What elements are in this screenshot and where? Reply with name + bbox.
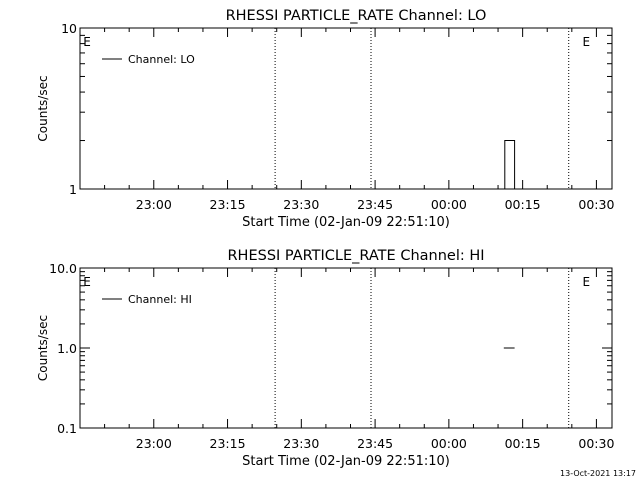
y-tick-label: 1.0 [57, 341, 77, 356]
x-axis-label: Start Time (02-Jan-09 22:51:10) [242, 454, 450, 469]
legend-label: Channel: LO [128, 53, 195, 66]
plot-frame [79, 267, 613, 429]
x-axis-label: Start Time (02-Jan-09 22:51:10) [242, 215, 450, 230]
x-tick-label: 00:30 [578, 436, 614, 451]
x-tick-label: 23:15 [210, 436, 246, 451]
y-tick-label: 10 [61, 21, 77, 36]
x-tick-label: 00:00 [431, 436, 467, 451]
legend-label: Channel: HI [128, 293, 192, 306]
x-tick-label: 23:00 [136, 436, 172, 451]
x-tick-label: 00:15 [505, 436, 541, 451]
x-tick-label: 23:30 [283, 197, 319, 212]
eclipse-marker-label: E [582, 275, 590, 289]
x-tick-label: 23:45 [357, 197, 393, 212]
x-tick-label: 00:30 [578, 197, 614, 212]
chart-title: RHESSI PARTICLE_RATE Channel: HI [227, 248, 484, 264]
y-tick-label: 1 [69, 182, 77, 197]
chart-title: RHESSI PARTICLE_RATE Channel: LO [226, 8, 487, 24]
plot-frame [79, 27, 613, 190]
x-tick-label: 23:45 [357, 436, 393, 451]
chart-panel-lo: RHESSI PARTICLE_RATE Channel: LO Counts/s… [36, 8, 614, 230]
eclipse-marker-label: E [83, 35, 91, 49]
chart-panel-hi: RHESSI PARTICLE_RATE Channel: HI Counts/s… [36, 248, 614, 469]
x-tick-label: 00:15 [505, 197, 541, 212]
series-line [501, 140, 519, 190]
x-tick-label: 00:00 [431, 197, 467, 212]
eclipse-marker-label: E [83, 275, 91, 289]
x-tick-label: 23:30 [283, 436, 319, 451]
y-tick-label: 0.1 [57, 421, 77, 436]
x-tick-label: 23:15 [210, 197, 246, 212]
footer-timestamp: 13-Oct-2021 13:17 [560, 469, 636, 478]
y-tick-label: 10.0 [49, 261, 77, 276]
y-axis-label: Counts/sec [36, 315, 50, 381]
y-axis-label: Counts/sec [36, 75, 50, 141]
x-tick-label: 23:00 [136, 197, 172, 212]
eclipse-marker-label: E [582, 35, 590, 49]
